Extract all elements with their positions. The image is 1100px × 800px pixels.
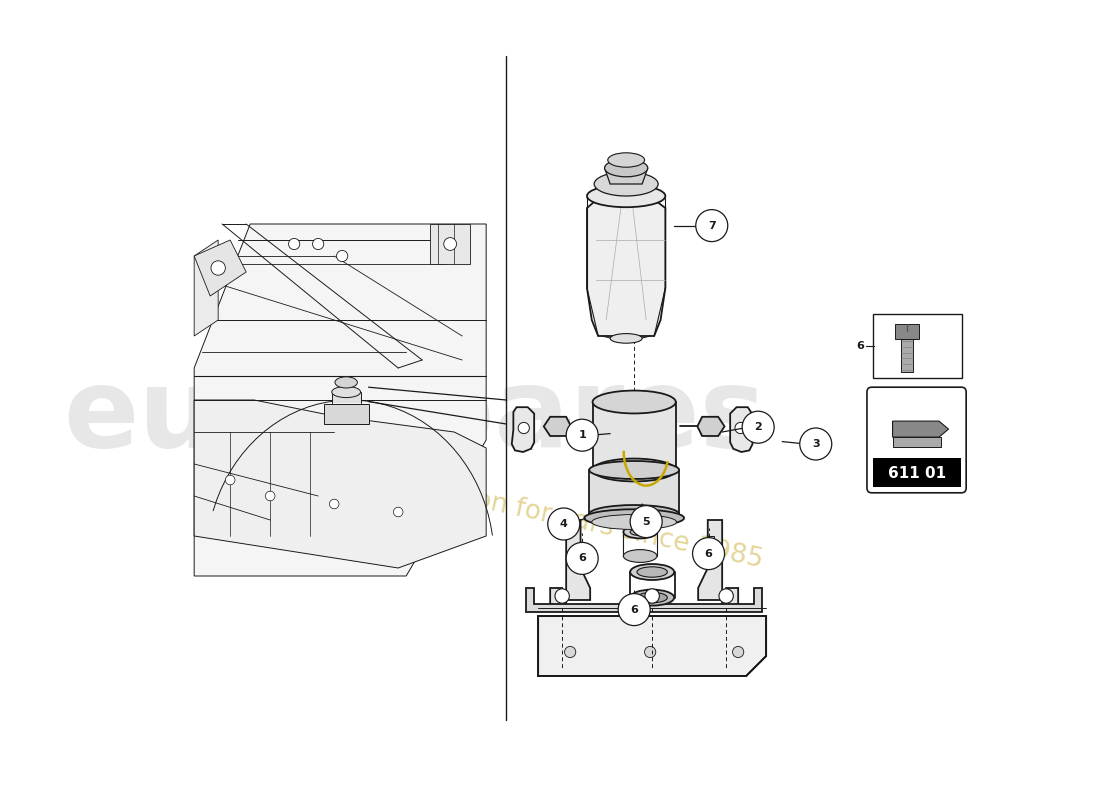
FancyBboxPatch shape	[872, 314, 962, 378]
Ellipse shape	[630, 564, 674, 580]
Text: 7: 7	[708, 221, 716, 230]
Circle shape	[556, 589, 570, 603]
Ellipse shape	[624, 550, 657, 562]
Ellipse shape	[593, 458, 675, 482]
Circle shape	[394, 507, 403, 517]
Ellipse shape	[336, 377, 358, 388]
Text: 4: 4	[560, 519, 568, 529]
Text: a passion for cars since 1985: a passion for cars since 1985	[383, 467, 766, 573]
FancyBboxPatch shape	[867, 387, 966, 493]
Circle shape	[696, 210, 728, 242]
Ellipse shape	[637, 592, 668, 603]
Circle shape	[312, 238, 323, 250]
Text: 5: 5	[642, 517, 650, 526]
Ellipse shape	[605, 159, 648, 177]
Polygon shape	[195, 240, 218, 336]
Polygon shape	[593, 402, 675, 470]
Circle shape	[288, 238, 300, 250]
Circle shape	[566, 419, 598, 451]
Polygon shape	[332, 392, 361, 403]
Circle shape	[518, 422, 529, 434]
Circle shape	[645, 589, 659, 603]
Text: 6: 6	[857, 341, 865, 351]
Polygon shape	[550, 520, 591, 608]
Ellipse shape	[608, 153, 645, 167]
Ellipse shape	[637, 566, 668, 577]
Polygon shape	[195, 224, 486, 576]
Ellipse shape	[592, 514, 676, 530]
Circle shape	[337, 250, 348, 262]
Text: eurospares: eurospares	[63, 362, 766, 470]
Text: 3: 3	[812, 439, 820, 449]
Text: 611 01: 611 01	[888, 466, 946, 481]
Ellipse shape	[610, 334, 642, 343]
Polygon shape	[430, 224, 470, 264]
Polygon shape	[512, 407, 535, 452]
Circle shape	[742, 411, 774, 443]
Circle shape	[265, 491, 275, 501]
Polygon shape	[195, 400, 486, 568]
Text: 6: 6	[630, 605, 638, 614]
Ellipse shape	[332, 386, 361, 398]
Polygon shape	[590, 470, 679, 514]
Ellipse shape	[593, 390, 675, 414]
Text: 1: 1	[579, 430, 586, 440]
Circle shape	[443, 238, 456, 250]
Ellipse shape	[590, 505, 679, 523]
Ellipse shape	[587, 185, 665, 207]
Polygon shape	[605, 168, 648, 184]
Polygon shape	[698, 520, 738, 608]
Polygon shape	[892, 437, 940, 446]
Polygon shape	[526, 588, 762, 612]
Polygon shape	[892, 421, 948, 437]
Text: 6: 6	[705, 549, 713, 558]
Ellipse shape	[594, 172, 658, 196]
Polygon shape	[587, 198, 665, 336]
Circle shape	[733, 646, 744, 658]
Ellipse shape	[584, 510, 684, 526]
Ellipse shape	[590, 461, 679, 479]
Polygon shape	[323, 404, 368, 424]
Circle shape	[618, 594, 650, 626]
Polygon shape	[895, 325, 918, 339]
Circle shape	[719, 589, 734, 603]
FancyBboxPatch shape	[872, 458, 960, 487]
Polygon shape	[195, 240, 246, 296]
Ellipse shape	[630, 590, 674, 606]
Circle shape	[645, 646, 656, 658]
Circle shape	[226, 475, 235, 485]
Polygon shape	[901, 339, 913, 372]
Ellipse shape	[624, 526, 657, 538]
Circle shape	[564, 646, 575, 658]
Circle shape	[548, 508, 580, 540]
Circle shape	[630, 506, 662, 538]
Polygon shape	[587, 186, 665, 198]
Text: 6: 6	[579, 554, 586, 563]
Circle shape	[693, 538, 725, 570]
Polygon shape	[730, 407, 752, 452]
Circle shape	[800, 428, 832, 460]
Polygon shape	[543, 417, 571, 436]
Circle shape	[329, 499, 339, 509]
Circle shape	[735, 422, 746, 434]
Ellipse shape	[630, 528, 650, 536]
Text: 2: 2	[755, 422, 762, 432]
Circle shape	[211, 261, 226, 275]
Polygon shape	[538, 616, 767, 676]
Polygon shape	[697, 417, 725, 436]
Polygon shape	[707, 536, 714, 552]
Circle shape	[566, 542, 598, 574]
